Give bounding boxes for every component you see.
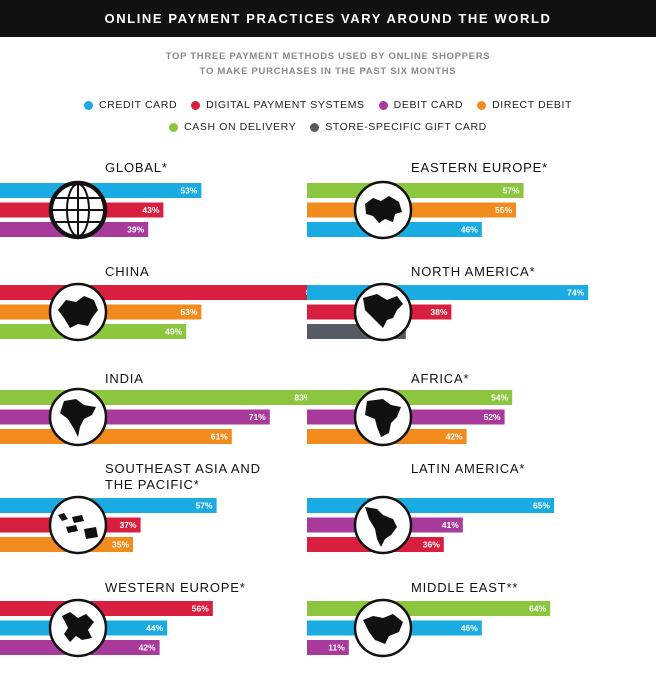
panel-title-line: LATIN AMERICA* — [411, 461, 525, 477]
bar-value-label: 36% — [423, 540, 440, 550]
bar-cash-on-delivery — [0, 390, 315, 405]
panel-title-line: AFRICA* — [411, 371, 469, 387]
panel-title-line: EASTERN EUROPE* — [411, 160, 548, 176]
latin-america-map-icon — [355, 497, 411, 553]
bar-digital-payment-systems — [0, 601, 213, 616]
panel-western-europe: 56% 44% 42% — [0, 600, 213, 656]
panel-title-line: MIDDLE EAST** — [411, 580, 518, 596]
bar-credit-card — [0, 498, 217, 513]
panel-title: EASTERN EUROPE* — [411, 160, 548, 176]
bar-value-label: 43% — [142, 205, 159, 215]
panel-china: 86%53%49% — [0, 284, 327, 340]
panel-latin-america: 65% 41%36% — [307, 497, 554, 553]
north-america-map-icon — [355, 284, 411, 340]
panel-title-line: NORTH AMERICA* — [411, 264, 535, 280]
panel-title-line: WESTERN EUROPE* — [105, 580, 246, 596]
bar-value-label: 55% — [495, 205, 512, 215]
bar-value-label: 71% — [249, 412, 266, 422]
bar-value-label: 49% — [165, 327, 182, 337]
bar-value-label: 44% — [146, 623, 163, 633]
eastern-europe-map-icon — [355, 182, 411, 238]
panel-title: SOUTHEAST ASIA AND THE PACIFIC* — [105, 461, 261, 493]
china-map-icon — [50, 284, 106, 340]
panel-title-line: SOUTHEAST ASIA AND — [105, 461, 261, 477]
bar-value-label: 42% — [139, 643, 156, 653]
panel-southeast-asia-and-the-pacific: 57% 37% 35% — [0, 497, 217, 553]
bar-value-label: 65% — [533, 501, 550, 511]
bar-value-label: 41% — [442, 520, 459, 530]
panel-title: AFRICA* — [411, 371, 469, 387]
bar-value-label: 39% — [127, 225, 144, 235]
bar-value-label: 42% — [446, 432, 463, 442]
bar-credit-card — [307, 285, 588, 300]
panel-eastern-europe: 57% 55% 46% — [307, 182, 524, 238]
bar-value-label: 57% — [503, 186, 520, 196]
bar-value-label: 64% — [529, 604, 546, 614]
bar-digital-payment-systems — [0, 285, 327, 300]
bar-value-label: 54% — [491, 393, 508, 403]
bar-cash-on-delivery — [307, 390, 512, 405]
middle-east-map-icon — [355, 600, 411, 656]
bar-value-label: 46% — [461, 623, 478, 633]
bar-cash-on-delivery — [307, 183, 524, 198]
panel-title: WESTERN EUROPE* — [105, 580, 246, 596]
panel-title-line: THE PACIFIC* — [105, 477, 261, 493]
panel-middle-east: 64% 46% 11% — [307, 600, 550, 656]
bar-direct-debit — [0, 429, 232, 444]
bar-value-label: 46% — [461, 225, 478, 235]
bar-value-label: 38% — [430, 307, 447, 317]
bar-cash-on-delivery — [307, 601, 550, 616]
africa-map-icon — [355, 389, 411, 445]
bar-value-label: 57% — [196, 501, 213, 511]
panel-title-line: INDIA — [105, 371, 144, 387]
panel-title: GLOBAL* — [105, 160, 168, 176]
panel-title-line: CHINA — [105, 264, 149, 280]
panel-north-america: 74%38%26% — [307, 284, 588, 340]
panel-india: 83% 71% 61% — [0, 389, 315, 445]
western-europe-map-icon — [50, 600, 106, 656]
bar-value-label: 53% — [180, 307, 197, 317]
panel-africa: 54% 52% 42% — [307, 389, 512, 445]
panel-title-line: GLOBAL* — [105, 160, 168, 176]
bar-value-label: 74% — [567, 288, 584, 298]
bar-value-label: 53% — [180, 186, 197, 196]
bar-value-label: 37% — [120, 520, 137, 530]
panel-title: LATIN AMERICA* — [411, 461, 525, 477]
panel-title: CHINA — [105, 264, 149, 280]
bar-value-label: 35% — [112, 540, 129, 550]
bar-value-label: 56% — [192, 604, 209, 614]
panel-global: 53% 43% 39% — [0, 182, 201, 238]
panel-title: INDIA — [105, 371, 144, 387]
bar-value-label: 52% — [484, 412, 501, 422]
india-map-icon — [50, 389, 106, 445]
bar-credit-card — [307, 498, 554, 513]
panel-title: NORTH AMERICA* — [411, 264, 535, 280]
globe-icon — [50, 182, 106, 238]
bar-value-label: 61% — [211, 432, 228, 442]
bar-value-label: 11% — [328, 643, 345, 653]
panel-title: MIDDLE EAST** — [411, 580, 518, 596]
bar-debit-card — [0, 410, 270, 425]
southeast-asia-pacific-map-icon — [50, 497, 106, 553]
